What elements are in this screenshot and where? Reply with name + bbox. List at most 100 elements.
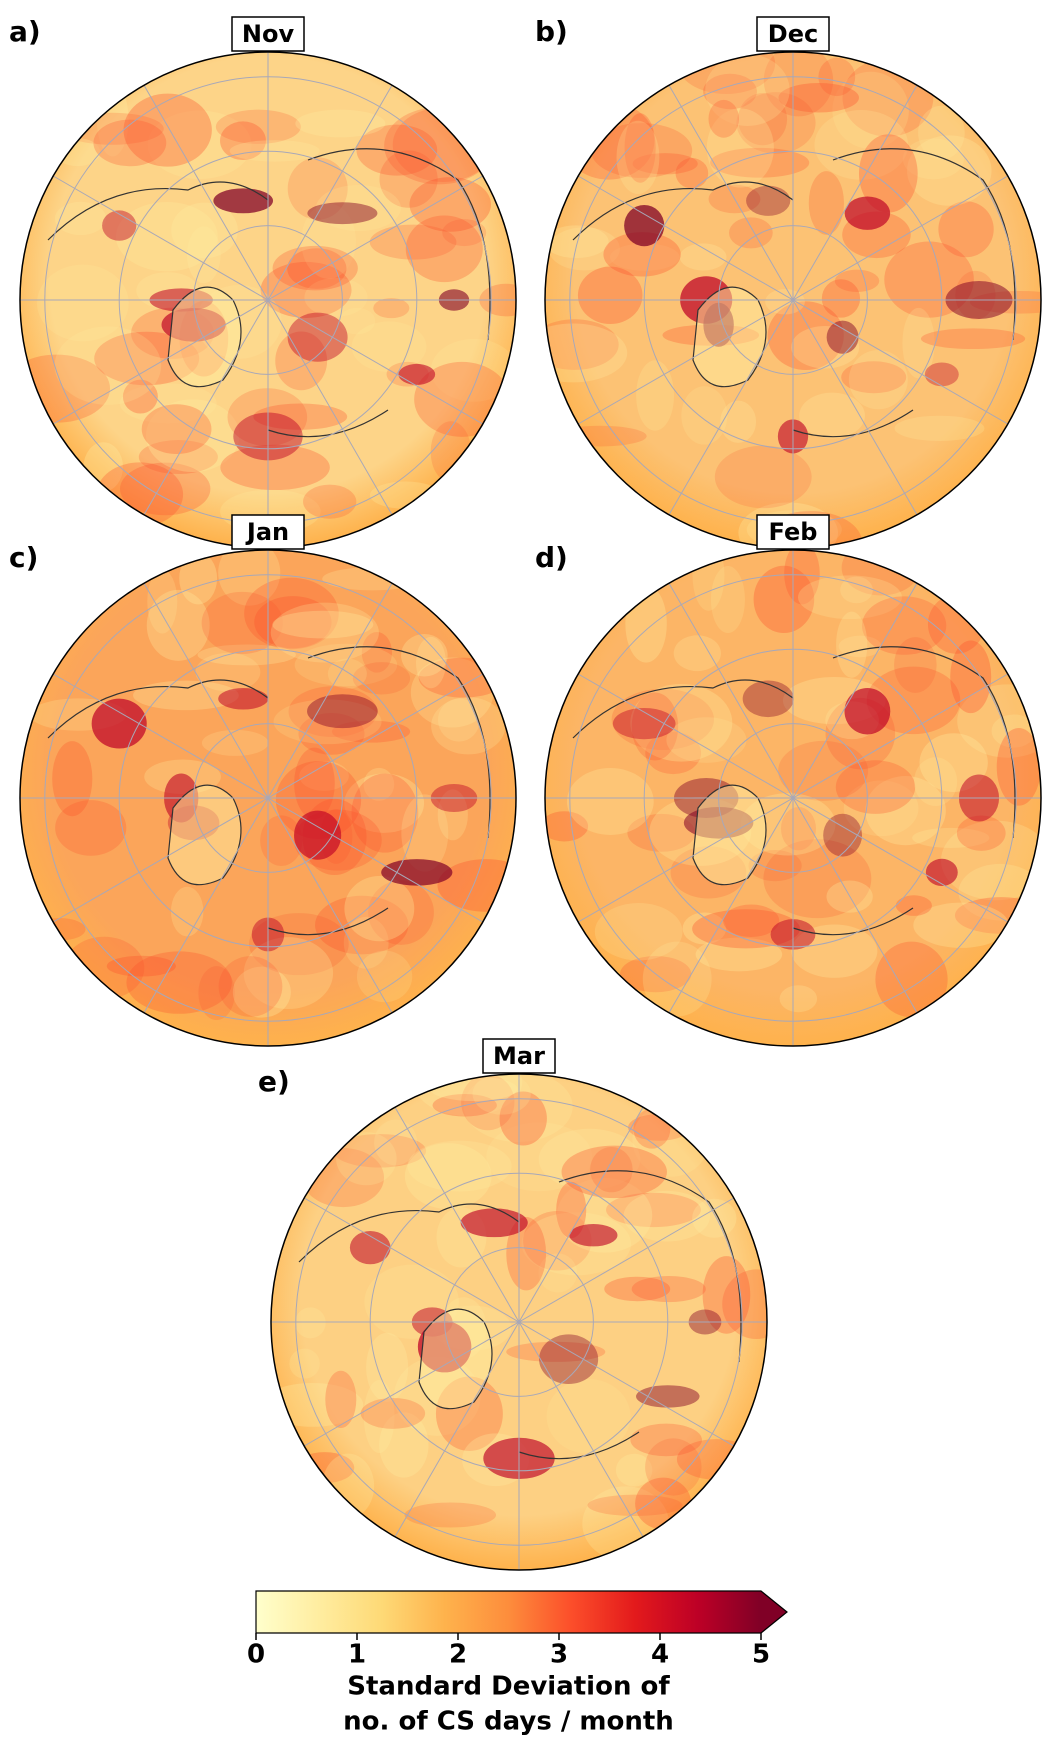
texture xyxy=(753,565,815,634)
texture xyxy=(437,789,468,841)
texture xyxy=(506,1217,547,1291)
texture xyxy=(472,1074,531,1115)
texture xyxy=(843,780,919,837)
hot-spot xyxy=(569,1223,618,1247)
coastline xyxy=(572,148,1016,438)
texture xyxy=(289,1348,320,1379)
hot-spot xyxy=(844,687,891,735)
texture xyxy=(442,219,487,247)
texture xyxy=(170,886,204,937)
texture xyxy=(799,392,865,439)
texture xyxy=(679,243,727,271)
texture xyxy=(409,177,492,232)
texture xyxy=(838,635,882,658)
texture xyxy=(645,732,702,775)
texture xyxy=(96,462,184,527)
texture xyxy=(708,99,739,138)
coastline xyxy=(47,148,491,438)
texture xyxy=(630,1423,702,1457)
hot-spot xyxy=(102,210,137,241)
map-border xyxy=(19,549,517,1047)
texture xyxy=(841,361,907,394)
texture xyxy=(763,839,872,919)
texture xyxy=(295,109,386,138)
hot-spot xyxy=(460,1208,528,1238)
texture xyxy=(220,121,266,161)
colorbar-tick-label: 5 xyxy=(752,1640,770,1670)
texture xyxy=(369,224,457,260)
hot-spot xyxy=(924,362,959,387)
texture xyxy=(832,71,909,149)
texture xyxy=(301,203,356,279)
texture xyxy=(902,138,964,180)
map-panel xyxy=(270,1073,768,1571)
colorbar-extension xyxy=(761,1591,787,1633)
texture xyxy=(171,202,238,259)
texture xyxy=(780,806,817,851)
colorbar-label: no. of CS days / month xyxy=(343,1707,674,1737)
texture xyxy=(861,596,947,655)
title-box xyxy=(756,16,830,52)
texture xyxy=(778,740,869,801)
colorbar-tick-label: 0 xyxy=(247,1640,265,1670)
hot-spot xyxy=(307,202,378,225)
map-panel xyxy=(19,51,517,549)
texture xyxy=(692,909,801,949)
texture xyxy=(373,298,410,319)
texture xyxy=(179,552,218,605)
texture xyxy=(486,1122,593,1192)
texture xyxy=(119,383,217,424)
texture xyxy=(218,550,281,606)
texture xyxy=(840,576,873,604)
hot-spot xyxy=(218,688,269,710)
texture xyxy=(331,720,411,743)
map-panel xyxy=(544,549,1042,1047)
colorbar-tick-label: 3 xyxy=(550,1640,568,1670)
texture xyxy=(702,1256,751,1334)
texture xyxy=(723,904,780,937)
texture xyxy=(623,1190,711,1242)
texture xyxy=(220,444,330,491)
hot-spot xyxy=(539,1334,599,1384)
map-border xyxy=(270,1073,768,1571)
texture xyxy=(627,813,696,852)
hot-spot xyxy=(826,320,859,354)
texture xyxy=(631,1275,706,1303)
texture xyxy=(603,232,681,277)
coastline xyxy=(572,646,1016,936)
texture xyxy=(215,109,301,144)
texture xyxy=(814,110,909,180)
texture xyxy=(778,83,859,113)
texture xyxy=(902,307,935,379)
panel-label: c) xyxy=(9,541,38,574)
texture xyxy=(186,226,221,284)
panel-label: e) xyxy=(258,1065,290,1098)
texture xyxy=(681,386,728,445)
texture xyxy=(54,201,107,236)
texture xyxy=(865,776,946,846)
texture xyxy=(835,760,916,814)
texture xyxy=(304,277,368,317)
texture xyxy=(254,596,332,649)
texture xyxy=(737,93,788,146)
texture xyxy=(413,1074,523,1116)
texture xyxy=(405,215,483,283)
colorbar-tick-label: 4 xyxy=(651,1640,669,1670)
hot-spot xyxy=(398,363,436,385)
texture xyxy=(106,955,176,977)
texture xyxy=(538,1253,578,1293)
graticule xyxy=(394,1106,644,1538)
map-panel xyxy=(544,51,1042,549)
texture xyxy=(275,331,328,391)
texture xyxy=(218,956,283,1017)
texture xyxy=(673,635,721,672)
texture xyxy=(577,266,643,325)
texture xyxy=(407,1140,512,1192)
texture xyxy=(356,124,438,176)
texture xyxy=(604,1276,671,1302)
texture xyxy=(722,1269,767,1339)
texture xyxy=(710,566,745,634)
texture xyxy=(431,697,506,755)
texture xyxy=(636,360,675,431)
texture xyxy=(55,800,127,856)
